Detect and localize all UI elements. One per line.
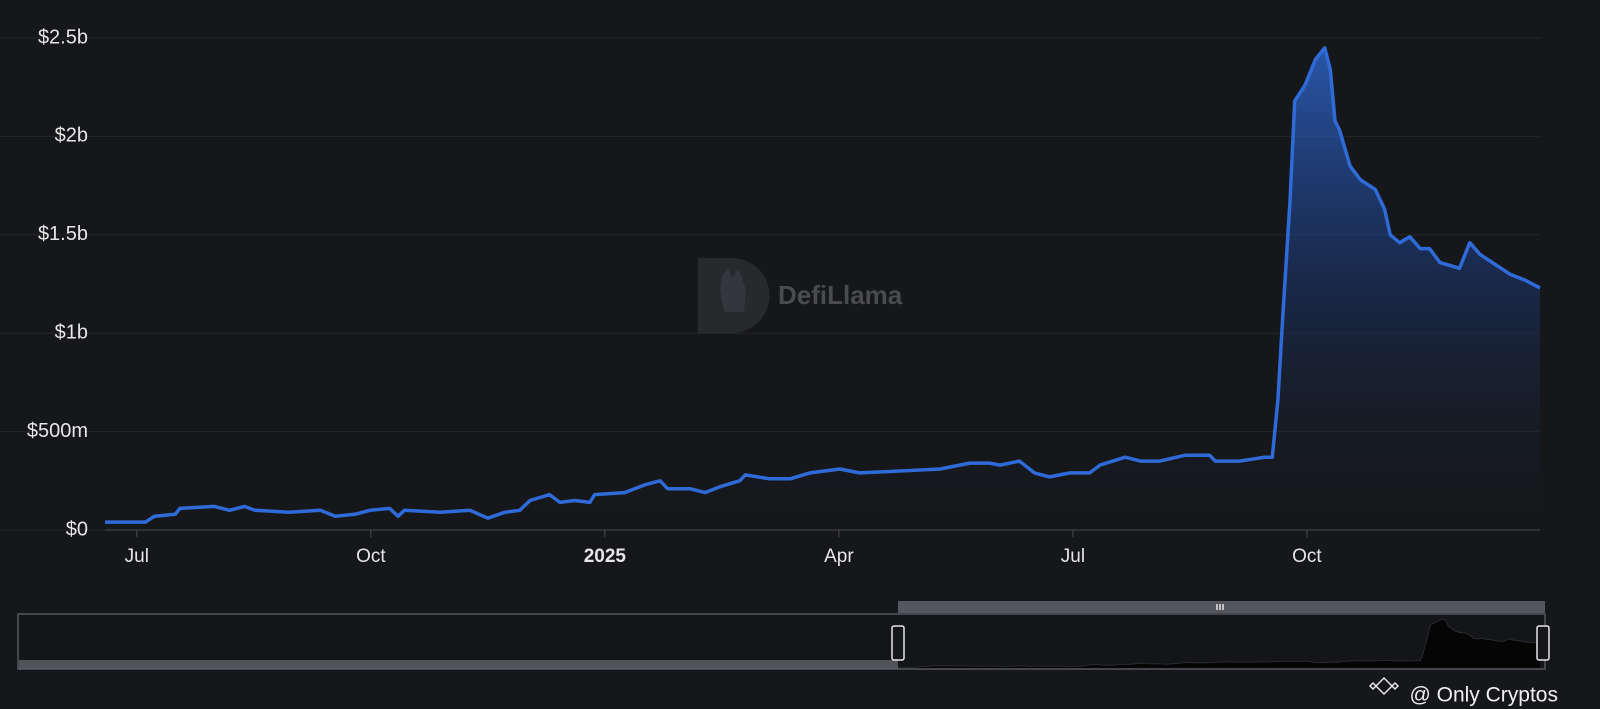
watermark-logo — [698, 258, 770, 333]
area-fill — [105, 47, 1540, 531]
navigator-plot — [898, 618, 1541, 668]
navigator-unselected — [19, 660, 898, 669]
x-tick-label: Jul — [125, 546, 149, 567]
y-tick-label: $2.5b — [38, 26, 88, 48]
navigator — [17, 601, 1550, 670]
x-tick-label: Apr — [824, 546, 854, 567]
y-tick-label: $0 — [66, 518, 88, 540]
navigator-handle-left[interactable] — [891, 625, 905, 661]
y-tick-label: $2b — [55, 125, 88, 147]
axes: $0 $500m $1b $1.5b $2b $2.5b Jul Oct 2025 Apr Jul O… — [27, 26, 1540, 567]
x-tick-label: Jul — [1061, 546, 1085, 567]
line — [105, 46, 1541, 524]
y-tick-label: $1b — [55, 321, 88, 343]
watermark: DefiLlama — [778, 280, 903, 310]
logo-llama — [720, 268, 746, 312]
navigator-area — [898, 619, 1540, 668]
y-tick-label: $1.5b — [38, 223, 88, 245]
scrollbar-grip — [1216, 604, 1224, 610]
y-tick-label: $500m — [27, 420, 88, 442]
credit: @ Only Cryptos — [1409, 684, 1558, 707]
x-tick-label: Oct — [1292, 546, 1322, 567]
navigator-scrollbar[interactable] — [898, 601, 1545, 613]
x-tick-label: 2025 — [584, 546, 627, 567]
navigator-line — [898, 618, 1541, 668]
plot — [105, 46, 1541, 531]
credit-icon — [1368, 676, 1400, 696]
navigator-handle-right[interactable] — [1536, 625, 1550, 661]
x-tick-label: Oct — [356, 546, 386, 567]
